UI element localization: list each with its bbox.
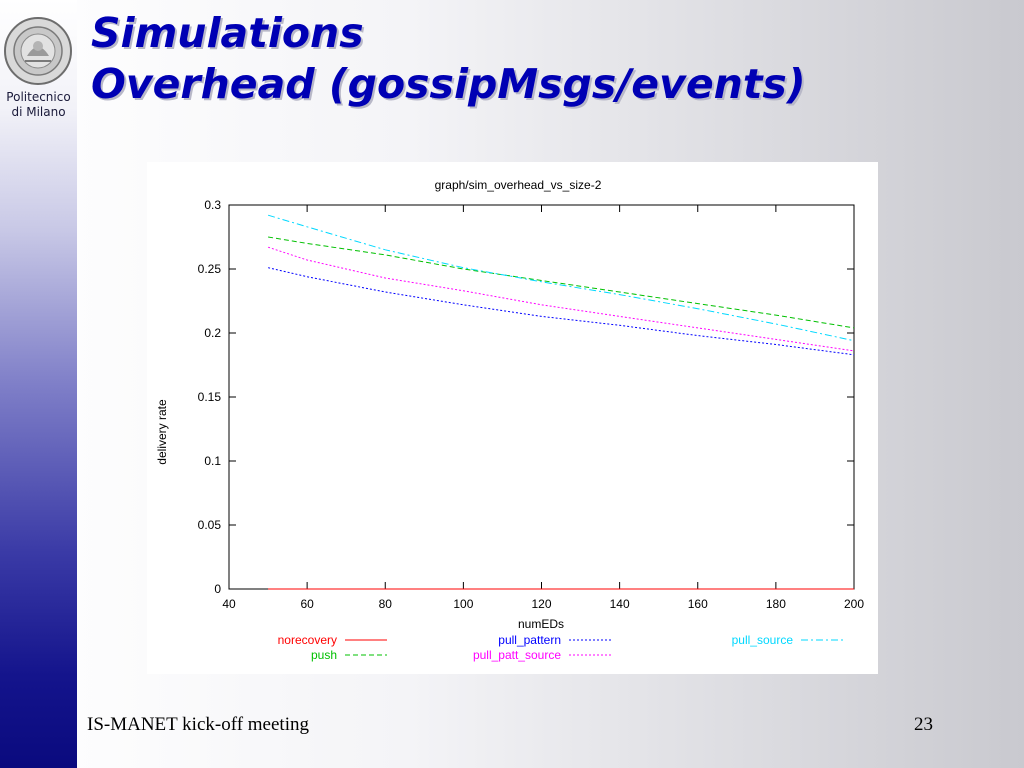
y-tick-label: 0.2 (204, 326, 221, 340)
y-axis-label: delivery rate (155, 399, 169, 465)
y-tick-label: 0.25 (198, 262, 222, 276)
plot-area: 40 60 80 100 120 140 160 180 200 0 0.05 0.1 0.15 0.2 0… (198, 198, 865, 611)
logo-text-line1: Politecnico (6, 90, 71, 104)
x-tick-label: 60 (300, 597, 314, 611)
logo-text-line2: di Milano (11, 105, 66, 119)
university-seal-icon (4, 17, 72, 85)
x-tick-label: 80 (379, 597, 393, 611)
slide-title-line1: Simulations (91, 9, 364, 57)
y-tick-label: 0.15 (198, 390, 222, 404)
sidebar: Politecnico di Milano (0, 0, 77, 768)
plot-frame (228, 204, 855, 590)
series-line-pull-pattern (267, 267, 855, 356)
slide-title-line2: Overhead (gossipMsgs/events) (91, 60, 806, 108)
x-tick-label: 160 (688, 597, 708, 611)
legend-label-pull-patt-source: pull_patt_source (473, 648, 561, 662)
y-tick-label: 0.1 (204, 454, 221, 468)
legend-label-pull-pattern: pull_pattern (498, 633, 561, 647)
slide-title: Simulations Overhead (gossipMsgs/events) (91, 8, 806, 110)
y-tick-label: 0 (214, 582, 221, 596)
series-line-pull-patt-source (267, 246, 855, 352)
logo-text: Politecnico di Milano (0, 90, 77, 120)
series-line-push (268, 236, 855, 329)
chart-title: graph/sim_overhead_vs_size-2 (435, 178, 602, 192)
x-axis-label: numEDs (518, 617, 564, 631)
legend-label-norecovery: norecovery (278, 633, 337, 647)
page-number: 23 (914, 714, 933, 735)
x-tick-label: 40 (222, 597, 236, 611)
chart-panel: graph/sim_overhead_vs_size-2 numEDs deli… (147, 162, 878, 674)
y-tick-label: 0.05 (198, 518, 222, 532)
legend-label-pull-source: pull_source (732, 633, 794, 647)
x-tick-label: 120 (531, 597, 551, 611)
footer-text: IS-MANET kick-off meeting (87, 714, 309, 735)
series-layer (267, 214, 855, 590)
legend-label-push: push (311, 648, 337, 662)
x-tick-label: 140 (610, 597, 630, 611)
series-line-pull-source (267, 214, 855, 342)
x-tick-label: 200 (844, 597, 864, 611)
x-tick-label: 180 (766, 597, 786, 611)
y-tick-label: 0.3 (204, 198, 221, 212)
overhead-chart: graph/sim_overhead_vs_size-2 numEDs deli… (155, 178, 865, 662)
x-tick-label: 100 (453, 597, 473, 611)
